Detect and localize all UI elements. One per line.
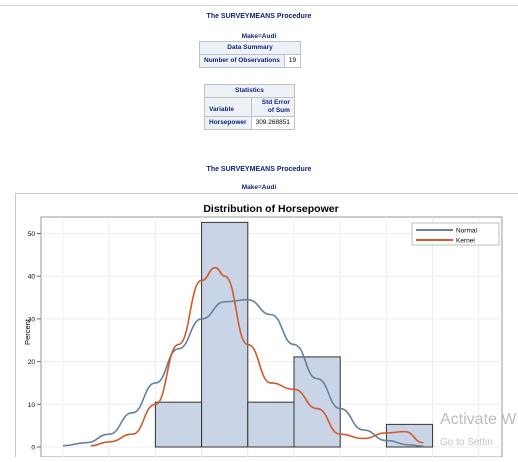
histogram-bar [293,356,341,448]
by-group-label-2: Make=Audi [241,184,277,191]
histogram-bar [154,401,203,448]
procedure-title-2: The SURVEYMEANS Procedure [206,166,312,173]
normal-density-curve [62,298,424,447]
legend-label-kernel: Kernel [456,237,475,244]
histogram-panel: Distribution of Horsepower 0 10 20 30 40 50 Per… [15,193,518,458]
y-axis-label: Percent [23,318,32,345]
statistics-header: Statistics [204,84,295,98]
stderr-value: 309.268851 [250,116,295,130]
y-tick-label: 50 [28,231,36,238]
observations-value: 19 [283,54,302,68]
histogram-bar [385,423,434,448]
stderr-header-line2: of Sum [267,107,290,114]
observations-label: Number of Observations [199,54,285,68]
histogram-bar [201,221,249,448]
y-tick-label: 0 [31,445,35,452]
procedure-title: The SURVEYMEANS Procedure [206,13,312,20]
kernel-density-curve [90,266,424,447]
activate-windows-settings-link: Go to Settin [440,437,493,448]
chart-title: Distribution of Horsepower [203,203,338,215]
y-tick-label: 30 [28,316,36,323]
data-summary-header: Data Summary [198,41,302,55]
variable-column-header: Variable [204,97,252,117]
by-group-label: Make=Audi [241,33,277,40]
y-tick-label: 40 [28,274,36,281]
y-tick-label: 10 [28,402,36,409]
top-divider [0,5,518,6]
stderr-header-line1: Std Error [261,99,290,106]
histogram-bar [247,401,295,448]
histogram-chart: Distribution of Horsepower 0 10 20 30 40 50 Per… [23,203,503,458]
variable-row-label: Horsepower [204,116,252,130]
stderr-column-header: Std Error of Sum [250,97,295,117]
legend-label-normal: Normal [456,227,478,234]
data-summary-table: Data Summary Number of Observations 19 [198,41,302,68]
activate-windows-watermark: Activate W [440,411,517,428]
statistics-table: Statistics Variable Std Error of Sum Hor… [204,84,295,130]
y-tick-label: 20 [28,359,36,366]
